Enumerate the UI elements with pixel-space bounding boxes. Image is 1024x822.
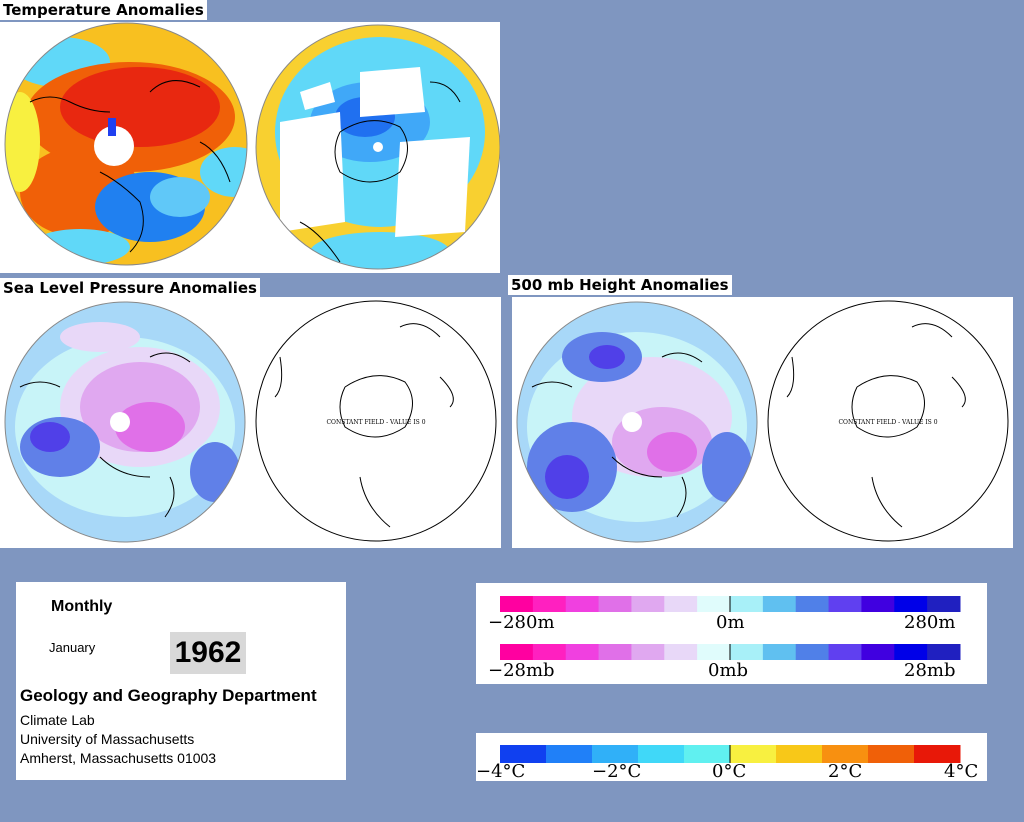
university-label: University of Massachusetts	[20, 731, 195, 747]
height-bar-swatch	[927, 596, 961, 612]
temperature-map-north	[5, 23, 247, 265]
temp-tick-minus4: −4°C	[476, 761, 525, 781]
pressure-bar-swatch	[532, 644, 567, 660]
temp-tick-4: 4°C	[944, 761, 978, 781]
temperature-maps-panel	[0, 22, 500, 273]
temp-tick-2: 2°C	[828, 761, 862, 781]
slp-map-south: CONSTANT FIELD - VALUE IS 0	[255, 300, 497, 542]
slp-title: Sea Level Pressure Anomalies	[0, 278, 260, 298]
height-bar-swatch	[828, 596, 862, 612]
height-bar-swatch	[697, 596, 731, 612]
pressure-max-label: 28mb	[904, 660, 956, 681]
height-bar-swatch	[664, 596, 698, 612]
temperature-title: Temperature Anomalies	[0, 0, 207, 20]
pressure-bar-swatch	[598, 644, 632, 660]
slp-map-north	[5, 302, 245, 542]
height-bar-swatch	[598, 596, 632, 612]
temperature-bar-swatch	[822, 745, 869, 763]
lab-label: Climate Lab	[20, 712, 95, 728]
height-bar-swatch	[532, 596, 567, 612]
slp-maps-panel: CONSTANT FIELD - VALUE IS 0	[0, 297, 501, 548]
pressure-bar-swatch	[697, 644, 731, 660]
height-bar-swatch	[795, 596, 830, 612]
height-mid-label: 0m	[716, 612, 745, 633]
height-pressure-legend-svg: −280m 0m 280m −28mb 0mb 28mb	[488, 596, 961, 681]
height-bar-swatch	[631, 596, 665, 612]
temperature-maps-svg	[4, 22, 500, 270]
temperature-color-bar	[500, 745, 961, 763]
temperature-bar-swatch	[914, 745, 961, 763]
temperature-bar-swatch	[592, 745, 639, 763]
height-color-bar	[500, 596, 961, 612]
temperature-legend: −4°C −2°C 0°C 2°C 4°C	[476, 733, 987, 781]
pressure-bar-swatch	[500, 644, 534, 660]
height-min-label: −280m	[488, 612, 555, 633]
height-max-label: 280m	[904, 612, 955, 633]
height-map-south: CONSTANT FIELD - VALUE IS 0	[767, 300, 1009, 542]
temp-tick-0: 0°C	[712, 761, 746, 781]
height-bar-swatch	[894, 596, 928, 612]
height-bar-swatch	[730, 596, 764, 612]
pressure-bar-swatch	[927, 644, 961, 660]
height-map-north	[517, 302, 757, 542]
temperature-legend-svg: −4°C −2°C 0°C 2°C 4°C	[476, 745, 978, 781]
temperature-bar-swatch	[776, 745, 823, 763]
temperature-bar-swatch	[638, 745, 685, 763]
temperature-bar-swatch	[730, 745, 777, 763]
pressure-mid-label: 0mb	[708, 660, 748, 681]
month-label: January	[49, 640, 96, 655]
slp-maps-svg: CONSTANT FIELD - VALUE IS 0	[4, 300, 497, 543]
pressure-bar-swatch	[565, 644, 600, 660]
temperature-bar-swatch	[546, 745, 593, 763]
address-label: Amherst, Massachusetts 01003	[20, 750, 217, 766]
height-bar-swatch	[565, 596, 600, 612]
pressure-bar-swatch	[631, 644, 665, 660]
period-label: Monthly	[51, 598, 113, 615]
height-maps-panel: CONSTANT FIELD - VALUE IS 0	[512, 297, 1013, 548]
temperature-bar-swatch	[684, 745, 731, 763]
height-bar-swatch	[861, 596, 895, 612]
pressure-bar-swatch	[828, 644, 862, 660]
pressure-bar-swatch	[762, 644, 797, 660]
info-panel: Monthly January 1962 Geology and Geograp…	[16, 582, 346, 780]
height-title: 500 mb Height Anomalies	[508, 275, 732, 295]
temp-tick-minus2: −2°C	[592, 761, 641, 781]
height-bar-swatch	[500, 596, 534, 612]
temperature-bar-swatch	[868, 745, 915, 763]
pressure-color-bar	[500, 644, 961, 660]
height-bar-swatch	[762, 596, 797, 612]
pressure-bar-swatch	[730, 644, 764, 660]
height-pressure-legend: −280m 0m 280m −28mb 0mb 28mb	[476, 583, 987, 684]
height-maps-svg: CONSTANT FIELD - VALUE IS 0	[516, 300, 1009, 543]
temperature-bar-swatch	[500, 745, 547, 763]
pressure-bar-swatch	[894, 644, 928, 660]
year-display: 1962	[170, 632, 246, 674]
pressure-bar-swatch	[861, 644, 895, 660]
department-label: Geology and Geography Department	[20, 686, 317, 705]
pressure-bar-swatch	[664, 644, 698, 660]
pressure-min-label: −28mb	[488, 660, 555, 681]
temperature-map-south	[256, 25, 500, 269]
pressure-bar-swatch	[795, 644, 830, 660]
slp-constant-field-note: CONSTANT FIELD - VALUE IS 0	[326, 419, 425, 426]
height-constant-field-note: CONSTANT FIELD - VALUE IS 0	[838, 419, 937, 426]
